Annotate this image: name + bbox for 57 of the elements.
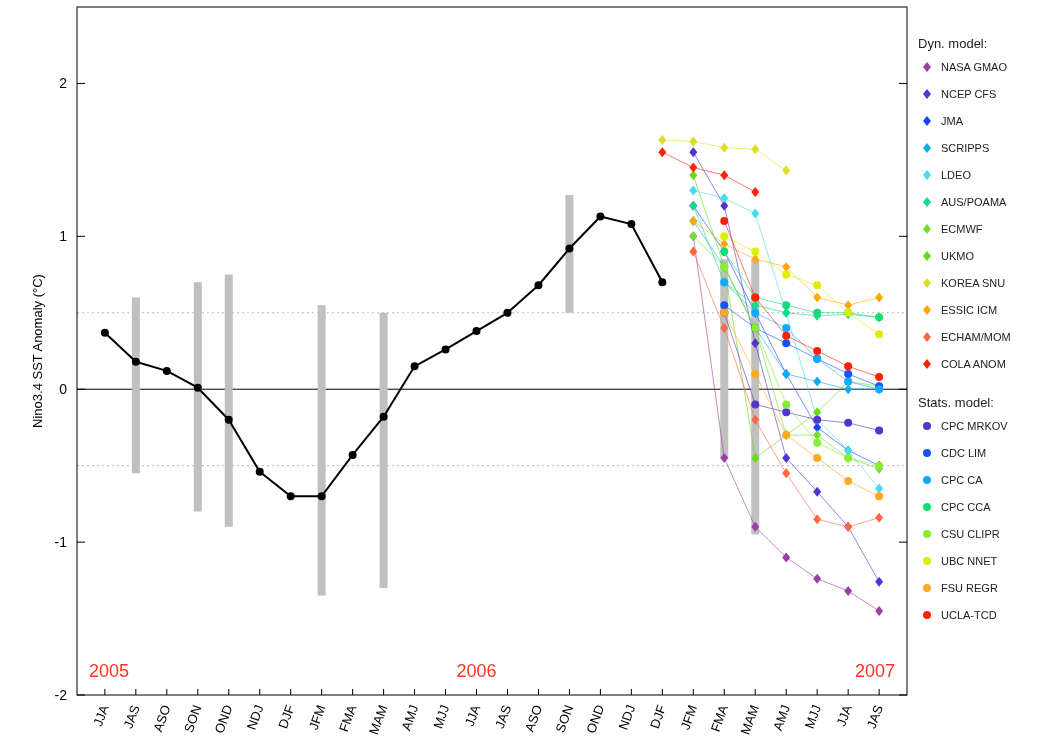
- x-tick-label: JAS: [863, 702, 887, 731]
- x-tick-label: JJA: [833, 702, 856, 729]
- x-tick-label: JFM: [305, 702, 329, 732]
- y-tick-label: 0: [59, 381, 68, 398]
- legend-label: LDEO: [941, 169, 972, 181]
- annotation: 2005: [89, 661, 130, 681]
- x-tick-label: MAM: [365, 702, 391, 737]
- legend-label: ECHAM/MOM: [941, 331, 1011, 343]
- legend-label: NASA GMAO: [941, 61, 1008, 73]
- legend-label: UKMO: [941, 250, 975, 262]
- legend-label: ECMWF: [941, 223, 983, 235]
- legend-label: NCEP CFS: [941, 88, 997, 100]
- x-tick-label: SON: [552, 702, 577, 735]
- x-tick-label: AMJ: [398, 702, 422, 733]
- x-tick-label: OND: [211, 702, 236, 736]
- x-tick-label: FMA: [335, 702, 360, 734]
- y-tick-label: -2: [54, 687, 68, 703]
- legend-label: SCRIPPS: [941, 142, 990, 154]
- annotation: 2007: [854, 661, 895, 681]
- x-tick-label: SON: [180, 702, 205, 735]
- legend-label: CSU CLIPR: [941, 528, 1000, 540]
- x-tick-label: JJA: [461, 702, 484, 729]
- legend-label: ESSIC ICM: [941, 304, 998, 316]
- x-tick-label: MAM: [737, 702, 763, 737]
- legend-label: CDC LIM: [941, 447, 987, 459]
- legend-title: Dyn. model:: [918, 36, 988, 51]
- y-tick-label: 1: [59, 228, 68, 245]
- x-tick-label: DJF: [275, 702, 298, 731]
- y-tick-label: 2: [59, 75, 68, 92]
- legend-label: CPC CA: [941, 474, 984, 486]
- x-tick-label: ASO: [150, 702, 174, 734]
- text: Stats. model:: [918, 395, 994, 410]
- legend-label: CPC CCA: [941, 501, 992, 513]
- x-tick-label: OND: [583, 702, 608, 736]
- y-axis-title: Nino3.4 SST Anomaly (°C): [30, 274, 45, 428]
- annotation: 2006: [456, 661, 497, 681]
- legend-label: JMA: [941, 115, 964, 127]
- x-tick-label: JJA: [90, 702, 112, 729]
- legend-label: UCLA-TCD: [941, 609, 997, 621]
- x-tick-label: DJF: [646, 702, 670, 731]
- legend-label: FSU REGR: [941, 582, 998, 594]
- x-tick-label: AMJ: [770, 702, 794, 733]
- x-tick-label: MJJ: [430, 702, 453, 731]
- x-tick-label: FMA: [707, 702, 732, 734]
- y-tick-label: -1: [54, 534, 68, 551]
- legend-label: CPC MRKOV: [941, 420, 1009, 432]
- x-tick-label: ASO: [521, 702, 546, 734]
- x-tick-label: NDJ: [615, 702, 639, 732]
- x-tick-label: NDJ: [243, 702, 267, 732]
- legend-label: COLA ANOM: [941, 358, 1006, 370]
- x-tick-label: JAS: [492, 702, 515, 731]
- legend-label: AUS/POAMA: [941, 196, 1008, 208]
- x-tick-label: JFM: [677, 702, 701, 732]
- x-tick-label: MJJ: [801, 702, 825, 731]
- x-tick-label: JAS: [120, 702, 143, 731]
- legend-label: UBC NNET: [941, 555, 998, 567]
- legend-label: KOREA SNU: [941, 277, 1006, 289]
